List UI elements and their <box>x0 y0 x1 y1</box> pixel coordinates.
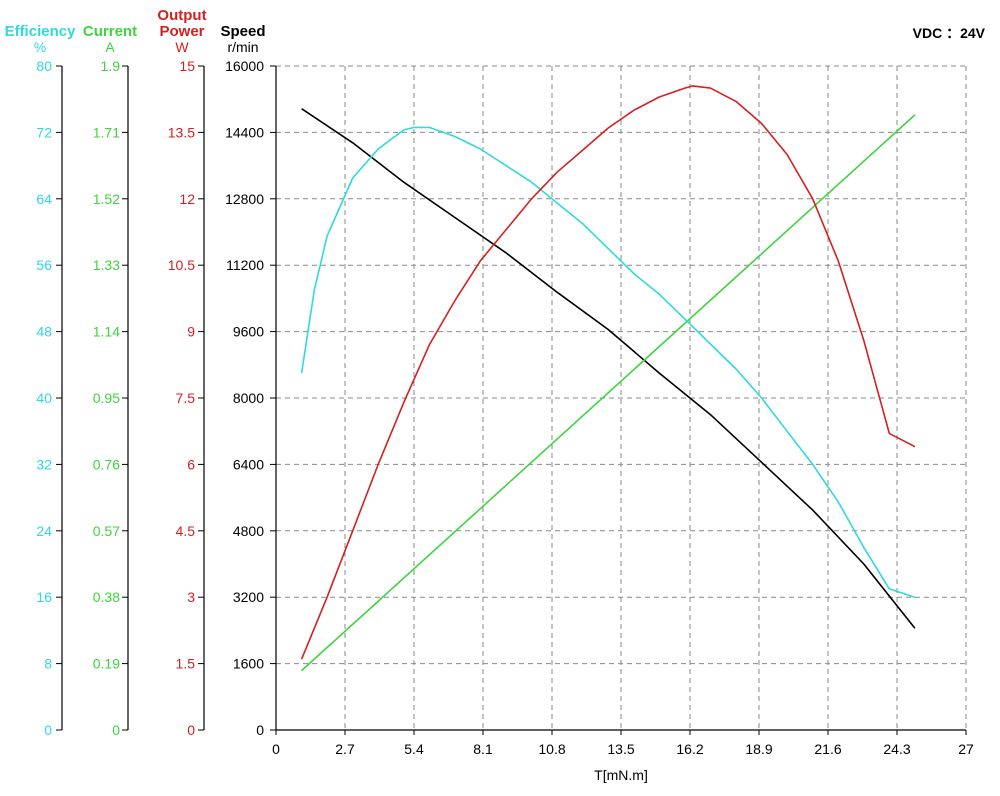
speed-tick-label: 0 <box>256 722 264 738</box>
speed-tick-label: 12800 <box>225 191 264 207</box>
x-axis: 0 2.7 5.4 8.1 10.8 13.5 16.2 18.9 21.6 24.3 27 <box>272 730 974 757</box>
power-tick-label: 9 <box>187 324 195 340</box>
efficiency-tick-label: 80 <box>36 58 52 74</box>
current-tick-label: 1.9 <box>101 58 121 74</box>
efficiency-tick-label: 32 <box>36 456 52 472</box>
speed-tick-label: 8000 <box>233 390 264 406</box>
efficiency-axis-title: Efficiency <box>5 23 77 40</box>
current-tick-label: 1.52 <box>93 191 120 207</box>
current-axis: 0 0.19 0.38 0.57 0.76 0.95 1.14 1.33 1.52 1.71 1.9… <box>83 23 137 738</box>
series-lines <box>300 85 916 672</box>
x-tick-label: 0 <box>272 741 280 757</box>
current-tick-label: 1.33 <box>93 257 120 273</box>
x-tick-label: 21.6 <box>814 741 841 757</box>
current-axis-title: Current <box>83 23 137 40</box>
current-curve <box>301 114 916 672</box>
current-axis-unit: A <box>105 39 115 55</box>
speed-tick-label: 1600 <box>233 656 264 672</box>
efficiency-axis: 0 8 16 24 32 40 48 56 64 72 80 Efficiency% <box>5 23 77 738</box>
efficiency-tick-label: 8 <box>44 656 52 672</box>
speed-axis: 0 1600 3200 4800 6400 8000 9600 11200 12800 14400… <box>220 23 276 738</box>
current-tick-label: 1.14 <box>93 324 120 340</box>
speed-tick-label: 6400 <box>233 456 264 472</box>
power-tick-label: 7.5 <box>176 390 196 406</box>
x-tick-label: 10.8 <box>538 741 565 757</box>
current-tick-label: 0.19 <box>93 656 120 672</box>
speed-axis-title: Speed <box>220 23 265 40</box>
power-tick-label: 6 <box>187 456 195 472</box>
power-axis-unit: W <box>175 39 189 55</box>
x-axis-label: T[mN.m] <box>594 767 648 783</box>
power-tick-label: 15 <box>179 58 195 74</box>
power-axis-title: Power <box>159 23 204 40</box>
x-tick-label: 16.2 <box>676 741 703 757</box>
efficiency-curve <box>300 126 916 598</box>
speed-tick-label: 3200 <box>233 589 264 605</box>
power-axis-title: Output <box>157 7 206 24</box>
x-tick-label: 2.7 <box>335 741 355 757</box>
efficiency-tick-label: 64 <box>36 191 52 207</box>
power-tick-label: 13.5 <box>168 124 195 140</box>
speed-tick-label: 9600 <box>233 324 264 340</box>
power-tick-label: 1.5 <box>176 656 196 672</box>
power-tick-label: 0 <box>187 722 195 738</box>
grid <box>276 65 967 730</box>
efficiency-tick-label: 56 <box>36 257 52 273</box>
x-tick-label: 8.1 <box>473 741 493 757</box>
efficiency-axis-unit: % <box>34 39 46 55</box>
power-tick-label: 10.5 <box>168 257 195 273</box>
speed-tick-label: 14400 <box>225 124 264 140</box>
x-tick-label: 18.9 <box>745 741 772 757</box>
speed-curve <box>301 108 916 629</box>
voltage-annotation: VDC ：24V <box>913 25 986 41</box>
efficiency-tick-label: 24 <box>36 523 52 539</box>
x-tick-label: 5.4 <box>404 741 424 757</box>
x-tick-label: 27 <box>958 741 974 757</box>
efficiency-tick-label: 16 <box>36 589 52 605</box>
speed-tick-label: 11200 <box>226 257 264 273</box>
current-tick-label: 0 <box>112 722 120 738</box>
y-axes: 0 8 16 24 32 40 48 56 64 72 80 Efficiency% 0 0.19 0.38… <box>5 7 276 738</box>
power-tick-label: 3 <box>187 589 195 605</box>
power-tick-label: 4.5 <box>176 523 196 539</box>
current-tick-label: 0.76 <box>93 456 120 472</box>
power-curve <box>300 85 916 660</box>
current-tick-label: 1.71 <box>93 124 120 140</box>
speed-tick-label: 16000 <box>225 58 264 74</box>
current-tick-label: 0.95 <box>93 390 120 406</box>
efficiency-tick-label: 40 <box>36 390 52 406</box>
efficiency-tick-label: 72 <box>36 124 52 140</box>
efficiency-tick-label: 48 <box>36 324 52 340</box>
x-tick-label: 13.5 <box>607 741 634 757</box>
current-tick-label: 0.38 <box>93 589 120 605</box>
x-tick-label: 24.3 <box>883 741 910 757</box>
speed-axis-unit: r/min <box>227 39 258 55</box>
current-tick-label: 0.57 <box>93 523 120 539</box>
power-tick-label: 12 <box>179 191 195 207</box>
speed-tick-label: 4800 <box>233 523 264 539</box>
efficiency-tick-label: 0 <box>44 722 52 738</box>
